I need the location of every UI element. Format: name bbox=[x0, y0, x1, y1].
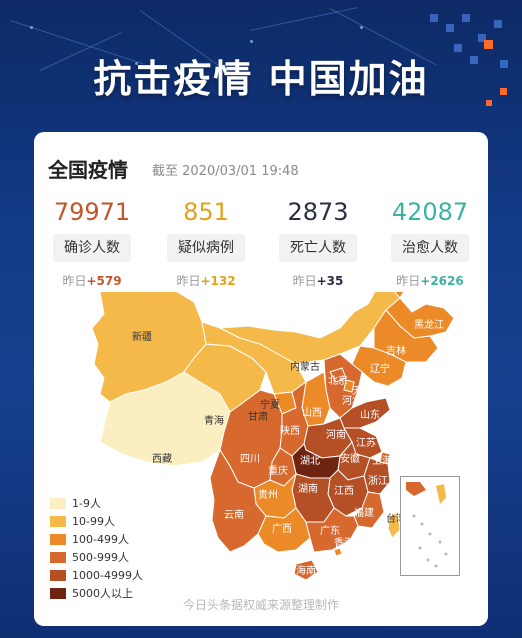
stat-label: 确诊人数 bbox=[53, 234, 131, 262]
province-label: 西藏 bbox=[152, 453, 172, 465]
legend-label: 10-99人 bbox=[72, 515, 115, 528]
province-label: 云南 bbox=[224, 508, 244, 521]
region-guangdong[interactable] bbox=[305, 507, 359, 553]
legend-label: 100-499人 bbox=[72, 533, 129, 546]
card-title: 全国疫情 bbox=[48, 158, 128, 182]
china-map[interactable] bbox=[34, 292, 488, 592]
province-label: 辽宁 bbox=[370, 362, 390, 375]
province-label: 湖北 bbox=[300, 455, 320, 467]
region-neimenggu[interactable] bbox=[218, 292, 412, 365]
legend-label: 1000-4999人 bbox=[72, 569, 143, 582]
province-label: 陕西 bbox=[280, 424, 300, 437]
region-taiwan[interactable] bbox=[387, 511, 401, 539]
legend-label: 1-9人 bbox=[72, 497, 101, 510]
legend-item: 1-9人 bbox=[50, 494, 143, 512]
province-label: 海南 bbox=[296, 564, 316, 577]
province-label: 吉林 bbox=[386, 344, 406, 357]
stat-label: 死亡人数 bbox=[279, 234, 357, 262]
stat-delta: 昨日+35 bbox=[292, 274, 344, 288]
province-label: 香港 bbox=[334, 537, 354, 549]
stat-value: 42087 bbox=[391, 198, 469, 226]
province-label: 河南 bbox=[326, 428, 346, 441]
province-label: 内蒙古 bbox=[290, 360, 320, 373]
stat-value: 851 bbox=[183, 198, 229, 226]
province-label: 福建 bbox=[354, 506, 374, 519]
banner-title: 抗击疫情 中国加油 bbox=[93, 57, 429, 101]
legend-swatch bbox=[50, 515, 66, 527]
province-label: 江西 bbox=[334, 485, 354, 497]
province-label: 山西 bbox=[302, 407, 322, 419]
legend-item: 500-999人 bbox=[50, 548, 143, 566]
province-label: 山东 bbox=[360, 408, 380, 421]
stat-suspected[interactable]: 851 疑似病例 昨日+132 bbox=[156, 198, 256, 289]
legend-swatch bbox=[50, 569, 66, 581]
region-tianjin[interactable] bbox=[343, 379, 355, 393]
legend-swatch bbox=[50, 587, 66, 599]
province-label: 江苏 bbox=[356, 436, 376, 449]
stat-delta: 昨日+2626 bbox=[396, 274, 464, 288]
stat-confirmed[interactable]: 79971 确诊人数 昨日+579 bbox=[42, 198, 142, 289]
stat-deaths[interactable]: 2873 死亡人数 昨日+35 bbox=[268, 198, 368, 289]
legend-item: 1000-4999人 bbox=[50, 566, 143, 584]
province-label: 甘肃 bbox=[248, 410, 268, 423]
stat-value: 79971 bbox=[53, 198, 131, 226]
stat-label: 疑似病例 bbox=[167, 234, 245, 262]
province-label: 黑龙江 bbox=[414, 318, 444, 331]
province-label: 湖南 bbox=[298, 482, 318, 495]
legend-swatch bbox=[50, 497, 66, 509]
region-hainan[interactable] bbox=[293, 559, 319, 581]
province-label: 上海 bbox=[372, 454, 392, 467]
province-label: 贵州 bbox=[258, 488, 278, 501]
region-xianggang[interactable] bbox=[333, 547, 343, 557]
legend-swatch bbox=[50, 551, 66, 563]
province-label: 河北 bbox=[342, 395, 362, 407]
map-regions bbox=[91, 292, 455, 467]
stat-delta: 昨日+579 bbox=[62, 274, 122, 288]
legend-item: 10-99人 bbox=[50, 512, 143, 530]
province-label: 广西 bbox=[272, 523, 292, 535]
china-map-south bbox=[209, 380, 401, 581]
region-qinghai[interactable] bbox=[183, 343, 267, 413]
legend-item: 5000人以上 bbox=[50, 584, 143, 602]
province-label: 重庆 bbox=[268, 464, 288, 477]
province-label: 新疆 bbox=[132, 330, 152, 343]
region-guangxi[interactable] bbox=[257, 507, 311, 553]
province-label: 天津 bbox=[352, 385, 372, 397]
legend-item: 100-499人 bbox=[50, 530, 143, 548]
map-legend: 1-9人 10-99人 100-499人 500-999人 1000-4999人 5000… bbox=[50, 494, 143, 602]
province-label: 四川 bbox=[240, 454, 260, 465]
legend-label: 5000人以上 bbox=[72, 587, 133, 600]
region-heilongjiang[interactable] bbox=[364, 292, 455, 339]
region-jilin[interactable] bbox=[373, 309, 439, 363]
legend-label: 500-999人 bbox=[72, 551, 129, 564]
stat-label: 治愈人数 bbox=[391, 234, 469, 262]
timestamp: 截至 2020/03/01 19:48 bbox=[152, 164, 299, 179]
province-label: 浙江 bbox=[368, 475, 388, 487]
region-beijing[interactable] bbox=[329, 367, 347, 383]
region-yunnan[interactable] bbox=[209, 448, 267, 553]
stat-recovered[interactable]: 42087 治愈人数 昨日+2626 bbox=[380, 198, 480, 289]
epidemic-card: 全国疫情 截至 2020/03/01 19:48 79971 确诊人数 昨日+5… bbox=[34, 132, 488, 626]
province-label: 北京 bbox=[328, 374, 348, 387]
source-note: 今日头条据权威来源整理制作 bbox=[182, 598, 339, 612]
stat-value: 2873 bbox=[287, 198, 349, 226]
stat-delta: 昨日+132 bbox=[176, 274, 236, 288]
province-label: 宁夏 bbox=[260, 398, 280, 411]
province-label: 安徽 bbox=[340, 452, 360, 465]
south-china-sea-inset bbox=[400, 476, 460, 576]
province-label: 广东 bbox=[320, 524, 340, 537]
province-label: 青海 bbox=[204, 414, 224, 427]
legend-swatch bbox=[50, 533, 66, 545]
